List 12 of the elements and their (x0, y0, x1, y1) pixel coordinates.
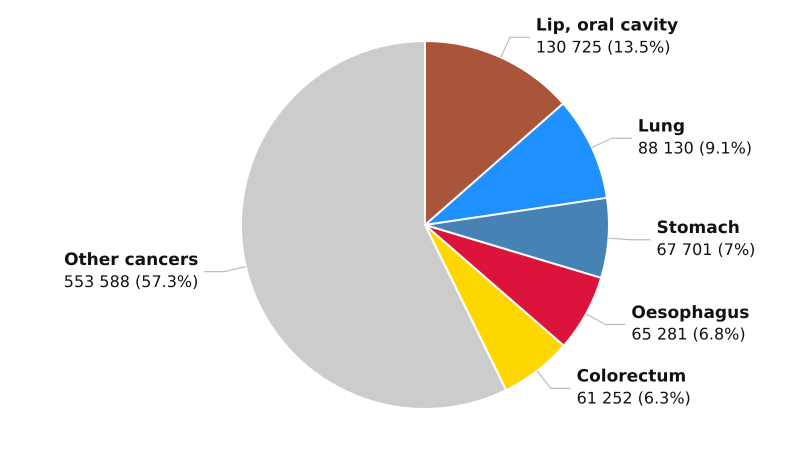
data-label: 130 725 (13.5%) (536, 37, 670, 56)
slice-label: Lung (638, 116, 686, 137)
slice-label: Stomach (656, 218, 740, 238)
data-label: 553 588 (57.3%) (64, 272, 198, 291)
data-label: 65 281 (6.8%) (631, 324, 746, 344)
slice-label: Other cancers (64, 250, 198, 270)
slice-label: Oesophagus (631, 302, 750, 323)
slice-label: Lip, oral cavity (536, 16, 678, 36)
slice-label: Colorectum (576, 366, 686, 387)
data-label: 67 701 (7%) (656, 240, 756, 259)
data-label: 88 130 (9.1%) (638, 138, 752, 158)
data-label: 61 252 (6.3%) (576, 388, 691, 408)
